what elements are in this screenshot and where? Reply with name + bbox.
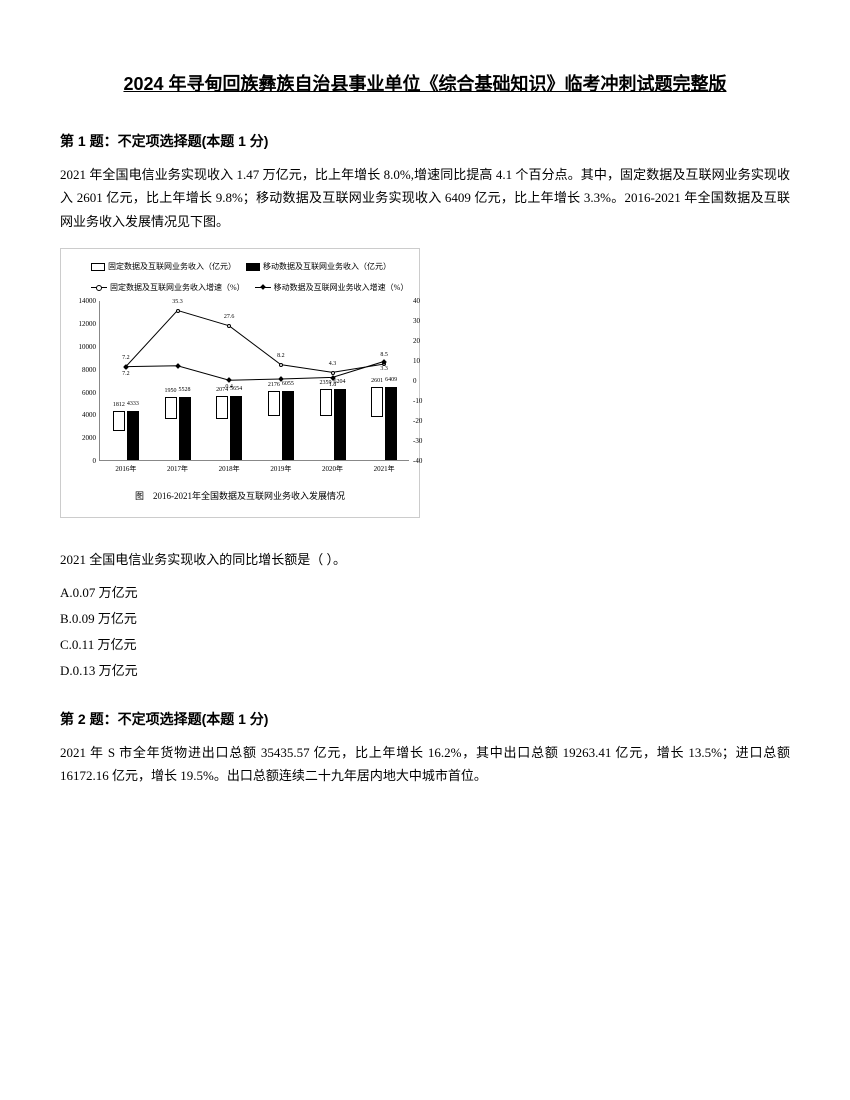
y2-axis-label: -10 [413,397,422,405]
bar-group: 20745654 [210,396,248,461]
bar-value-label: 1950 [165,388,177,394]
x-axis-label: 2020年 [322,464,343,474]
mobile-bar: 6409 [385,387,397,460]
q2-paragraph: 2021 年 S 市全年货物进出口总额 35435.57 亿元，比上年增长 16… [60,741,790,788]
mobile-growth-point [226,378,232,384]
y-axis-label: 0 [93,457,97,465]
legend-item-4: 移动数据及互联网业务收入增速（%） [255,282,409,293]
mobile-bar: 5528 [179,397,191,460]
mobile-bar: 4333 [127,411,139,461]
fixed-bar: 2601 [371,387,383,417]
y2-axis-label: 10 [413,357,420,365]
bar-value-label: 2601 [371,378,383,384]
fixed-bar: 2176 [268,391,280,416]
line-value-label: 4.3 [329,361,337,367]
fixed-growth-point [176,309,180,313]
y2-axis-label: 30 [413,317,420,325]
line-value-label: 8.2 [277,353,285,359]
mobile-bar: 5654 [230,396,242,461]
bar-group: 21766055 [262,391,300,460]
q1-header: 第 1 题：不定项选择题(本题 1 分) [60,131,790,151]
y-axis-label: 12000 [79,320,97,328]
y-axis-label: 14000 [79,297,97,305]
fixed-bar: 2074 [216,396,228,420]
line-value-label: 3.3 [380,366,388,372]
legend-2-label: 移动数据及互联网业务收入（亿元） [263,261,391,272]
x-axis-label: 2017年 [167,464,188,474]
mobile-bar: 6055 [282,391,294,460]
y2-axis-label: 20 [413,337,420,345]
x-axis-label: 2016年 [115,464,136,474]
page-title: 2024 年寻甸回族彝族自治县事业单位《综合基础知识》临考冲刺试题完整版 [60,70,790,96]
q1-option-b: B.0.09 万亿元 [60,606,790,632]
legend-white-box-icon [91,263,105,271]
x-axis-label: 2019年 [270,464,291,474]
bar-value-label: 4333 [127,401,139,407]
q2-header: 第 2 题：不定项选择题(本题 1 分) [60,709,790,729]
fixed-growth-point [279,363,283,367]
y-axis-label: 2000 [82,434,96,442]
chart-plot-area: 02000400060008000100001200014000-40-30-2… [99,301,409,461]
line-value-label: 7.2 [122,371,130,377]
legend-diamond-line-icon [255,287,271,288]
q1-option-a: A.0.07 万亿元 [60,580,790,606]
q1-prompt: 2021 全国电信业务实现收入的同比增长额是（ ）。 [60,548,790,571]
chart-caption: 图 2016-2021年全国数据及互联网业务收入发展情况 [71,489,409,502]
fixed-bar: 1812 [113,411,125,432]
chart-container: 固定数据及互联网业务收入（亿元） 移动数据及互联网业务收入（亿元） 固定数据及互… [60,248,420,518]
mobile-growth-point [175,363,181,369]
line-value-label: 7.2 [122,355,130,361]
bar-value-label: 1812 [113,402,125,408]
fixed-bar: 2359 [320,389,332,416]
y-axis-label: 6000 [82,389,96,397]
bar-group: 19505528 [159,397,197,460]
mobile-growth-point [123,364,129,370]
legend-black-box-icon [246,263,260,271]
y-axis-label: 8000 [82,366,96,374]
legend-item-3: 固定数据及互联网业务收入增速（%） [91,282,245,293]
chart-lines-svg [100,301,409,460]
legend-3-label: 固定数据及互联网业务收入增速（%） [110,282,245,293]
y2-axis-label: -40 [413,457,422,465]
line-value-label: 0.4 [225,384,233,390]
q1-paragraph: 2021 年全国电信业务实现收入 1.47 万亿元，比上年增长 8.0%,增速同… [60,163,790,233]
bar-group: 26016409 [365,387,403,460]
y-axis-label: 10000 [79,343,97,351]
bar-value-label: 5528 [179,387,191,393]
y2-axis-label: 40 [413,297,420,305]
line-value-label: 27.6 [224,314,235,320]
line-value-label: 8.5 [380,352,388,358]
line-value-label: 1.8 [329,382,337,388]
y2-axis-label: 0 [413,377,417,385]
q1-option-d: D.0.13 万亿元 [60,658,790,684]
bar-value-label: 2176 [268,382,280,388]
y-axis-label: 4000 [82,411,96,419]
chart-legend: 固定数据及互联网业务收入（亿元） 移动数据及互联网业务收入（亿元） 固定数据及互… [71,261,409,293]
y2-axis-label: -30 [413,437,422,445]
q1-option-c: C.0.11 万亿元 [60,632,790,658]
fixed-bar: 1950 [165,397,177,419]
line-value-label: 35.3 [172,299,183,305]
x-axis-label: 2021年 [374,464,395,474]
bar-group: 23596204 [314,389,352,460]
legend-item-2: 移动数据及互联网业务收入（亿元） [246,261,391,272]
legend-item-1: 固定数据及互联网业务收入（亿元） [91,261,236,272]
bar-value-label: 6055 [282,381,294,387]
legend-circle-line-icon [91,287,107,288]
legend-1-label: 固定数据及互联网业务收入（亿元） [108,261,236,272]
bar-group: 18124333 [107,411,145,461]
y2-axis-label: -20 [413,417,422,425]
fixed-growth-point [227,324,231,328]
bar-value-label: 6409 [385,377,397,383]
legend-4-label: 移动数据及互联网业务收入增速（%） [274,282,409,293]
mobile-bar: 6204 [334,389,346,460]
x-axis-label: 2018年 [219,464,240,474]
